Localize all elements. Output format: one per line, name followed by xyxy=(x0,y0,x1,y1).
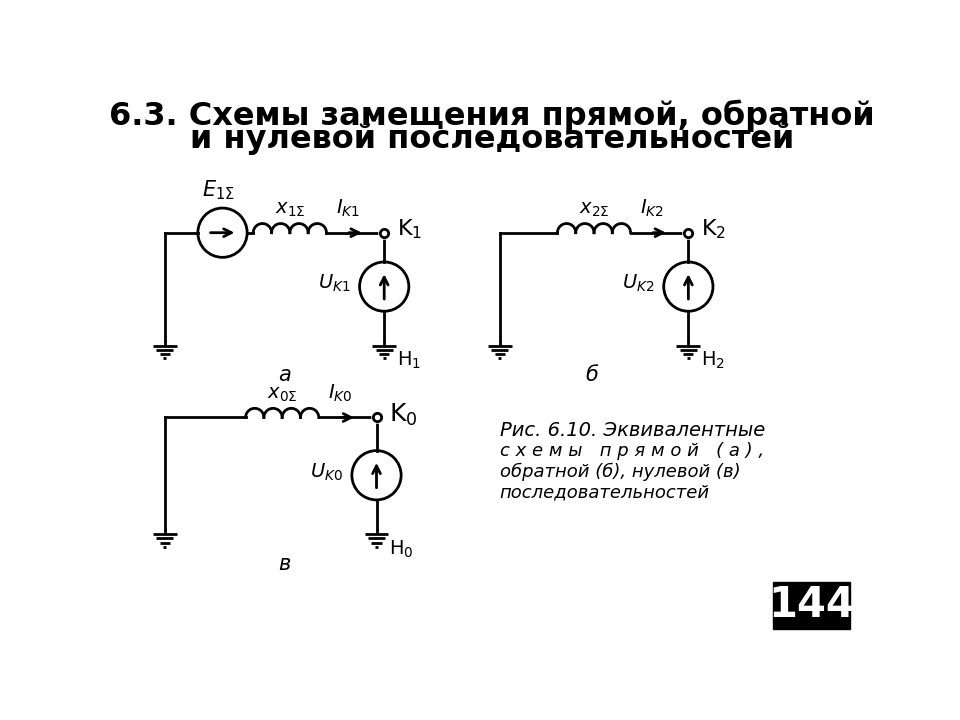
Text: $\mathrm{H}_2$: $\mathrm{H}_2$ xyxy=(701,350,725,371)
FancyBboxPatch shape xyxy=(773,582,850,629)
Text: 6.3. Схемы замещения прямой, обратной: 6.3. Схемы замещения прямой, обратной xyxy=(109,99,875,132)
Text: $x_{0\Sigma}$: $x_{0\Sigma}$ xyxy=(267,384,298,404)
Text: $x_{1\Sigma}$: $x_{1\Sigma}$ xyxy=(275,200,305,219)
Text: $U_{K0}$: $U_{K0}$ xyxy=(310,462,343,483)
Text: в: в xyxy=(278,554,290,574)
Text: $U_{K1}$: $U_{K1}$ xyxy=(318,273,350,294)
Text: последовательностей: последовательностей xyxy=(500,484,709,502)
Text: $\mathrm{K}_0$: $\mathrm{K}_0$ xyxy=(389,401,418,428)
Text: $I_{K2}$: $I_{K2}$ xyxy=(640,197,664,219)
Text: $\mathrm{K}_1$: $\mathrm{K}_1$ xyxy=(396,218,421,241)
Text: Рис. 6.10. Эквивалентные: Рис. 6.10. Эквивалентные xyxy=(500,421,765,441)
Text: 144: 144 xyxy=(768,585,855,626)
Text: $x_{2\Sigma}$: $x_{2\Sigma}$ xyxy=(579,200,610,219)
Text: $E_{1\Sigma}$: $E_{1\Sigma}$ xyxy=(203,179,235,202)
Text: $U_{K2}$: $U_{K2}$ xyxy=(622,273,655,294)
Text: и нулевой последовательностей: и нулевой последовательностей xyxy=(190,123,794,155)
Text: $I_{K1}$: $I_{K1}$ xyxy=(336,197,360,219)
Text: $\mathrm{H}_1$: $\mathrm{H}_1$ xyxy=(396,350,420,371)
Text: б: б xyxy=(586,365,598,385)
Text: $\mathrm{K}_2$: $\mathrm{K}_2$ xyxy=(701,218,726,241)
Text: а: а xyxy=(277,365,291,385)
Text: $I_{K0}$: $I_{K0}$ xyxy=(328,382,352,404)
Text: $\mathrm{H}_0$: $\mathrm{H}_0$ xyxy=(389,539,414,559)
Text: обратной (б), нулевой (в): обратной (б), нулевой (в) xyxy=(500,463,740,481)
Text: с х е м ы   п р я м о й   ( а ) ,: с х е м ы п р я м о й ( а ) , xyxy=(500,442,764,460)
